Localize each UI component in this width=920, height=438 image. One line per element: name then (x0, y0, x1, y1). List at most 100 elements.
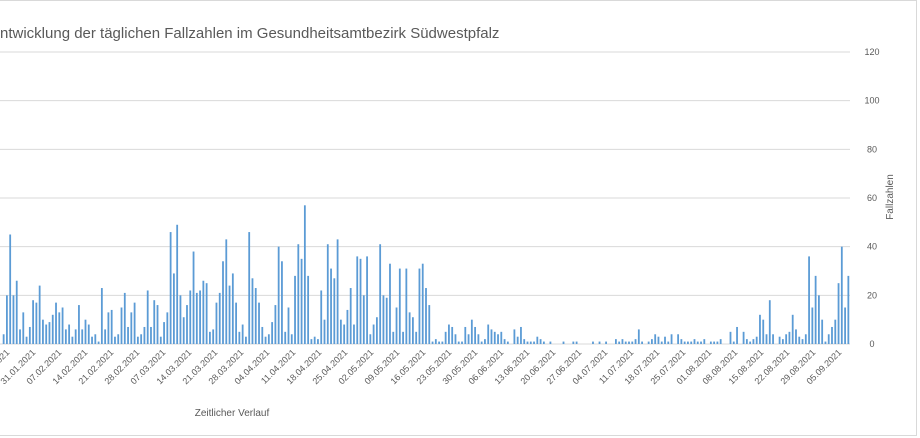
bar (788, 331, 791, 344)
bar (385, 297, 388, 344)
bar (457, 341, 460, 344)
x-axis-title: Zeitlicher Verlauf (195, 408, 270, 419)
bar (228, 285, 231, 344)
bar (395, 307, 398, 344)
bar (110, 309, 113, 344)
bar (667, 341, 670, 344)
bar (307, 275, 310, 344)
y-tick-label: 40 (867, 242, 877, 252)
bar (526, 341, 529, 344)
bar (680, 339, 683, 344)
bar (405, 268, 408, 344)
bar (32, 300, 34, 344)
bar (493, 331, 496, 344)
y-tick-label: 100 (864, 96, 879, 106)
bar (605, 341, 607, 344)
bar (562, 341, 565, 344)
bar (572, 341, 575, 344)
bar (641, 341, 643, 344)
bar (490, 329, 493, 344)
y-tick-label: 0 (869, 339, 874, 349)
bar (575, 341, 578, 344)
bar (107, 312, 110, 344)
bar (759, 314, 761, 344)
bar (192, 251, 195, 344)
bar (25, 336, 28, 344)
bar (847, 275, 850, 344)
bar (2, 334, 5, 344)
bar (212, 329, 215, 344)
bar (520, 326, 522, 344)
bar (428, 305, 431, 344)
bar (320, 290, 323, 344)
bar (687, 341, 689, 344)
bar (42, 319, 44, 344)
bar (100, 288, 103, 344)
bar (87, 324, 90, 344)
bar (222, 261, 224, 344)
bar (425, 288, 427, 344)
bar (336, 239, 339, 344)
y-tick-label: 60 (867, 193, 877, 203)
bar (12, 295, 15, 344)
bar (719, 339, 722, 344)
bar (621, 339, 624, 344)
bar (143, 326, 146, 344)
bar (22, 312, 25, 344)
bar (254, 288, 257, 344)
bar (696, 341, 699, 344)
gridlines (0, 51, 850, 345)
bar (6, 295, 8, 344)
bar (310, 339, 313, 344)
bar (303, 205, 306, 344)
bar (382, 295, 385, 344)
bar (781, 339, 784, 344)
bar (245, 336, 247, 344)
bar (772, 334, 774, 344)
bar (55, 302, 57, 344)
bar (372, 324, 375, 344)
bar (186, 305, 188, 344)
bar (657, 336, 660, 344)
bar (19, 329, 21, 344)
bar (74, 329, 77, 344)
bar (195, 292, 198, 344)
bar (330, 268, 332, 344)
bar (448, 324, 450, 344)
x-axis-ticks: …202131.01.202107.02.202114.02.202121.02… (0, 347, 843, 386)
bar (231, 273, 234, 344)
bar (814, 275, 817, 344)
y-tick-label: 20 (867, 290, 877, 300)
bar (68, 324, 71, 344)
y-tick-label: 120 (864, 47, 879, 57)
bar (480, 341, 483, 344)
bar (412, 317, 414, 344)
bar (615, 339, 617, 344)
bar (179, 295, 182, 344)
bar (117, 334, 120, 344)
bar (477, 334, 480, 344)
bar (78, 305, 80, 344)
bar (84, 319, 87, 344)
bar (755, 336, 758, 344)
bar (431, 341, 434, 344)
bar (467, 334, 470, 344)
chart-title: ntwicklung der täglichen Fallzahlen im G… (0, 25, 500, 42)
bar (290, 334, 293, 344)
bar (241, 324, 244, 344)
bar (634, 339, 637, 344)
bar (326, 244, 329, 344)
bar (808, 256, 810, 344)
bar (729, 331, 732, 344)
bar (91, 336, 93, 344)
bar (487, 324, 490, 344)
bar (45, 324, 48, 344)
bar (277, 246, 280, 344)
bar (127, 326, 129, 344)
bar (651, 339, 653, 344)
bar (732, 341, 735, 344)
bar (834, 319, 837, 344)
bar (647, 341, 650, 344)
bar (749, 341, 752, 344)
